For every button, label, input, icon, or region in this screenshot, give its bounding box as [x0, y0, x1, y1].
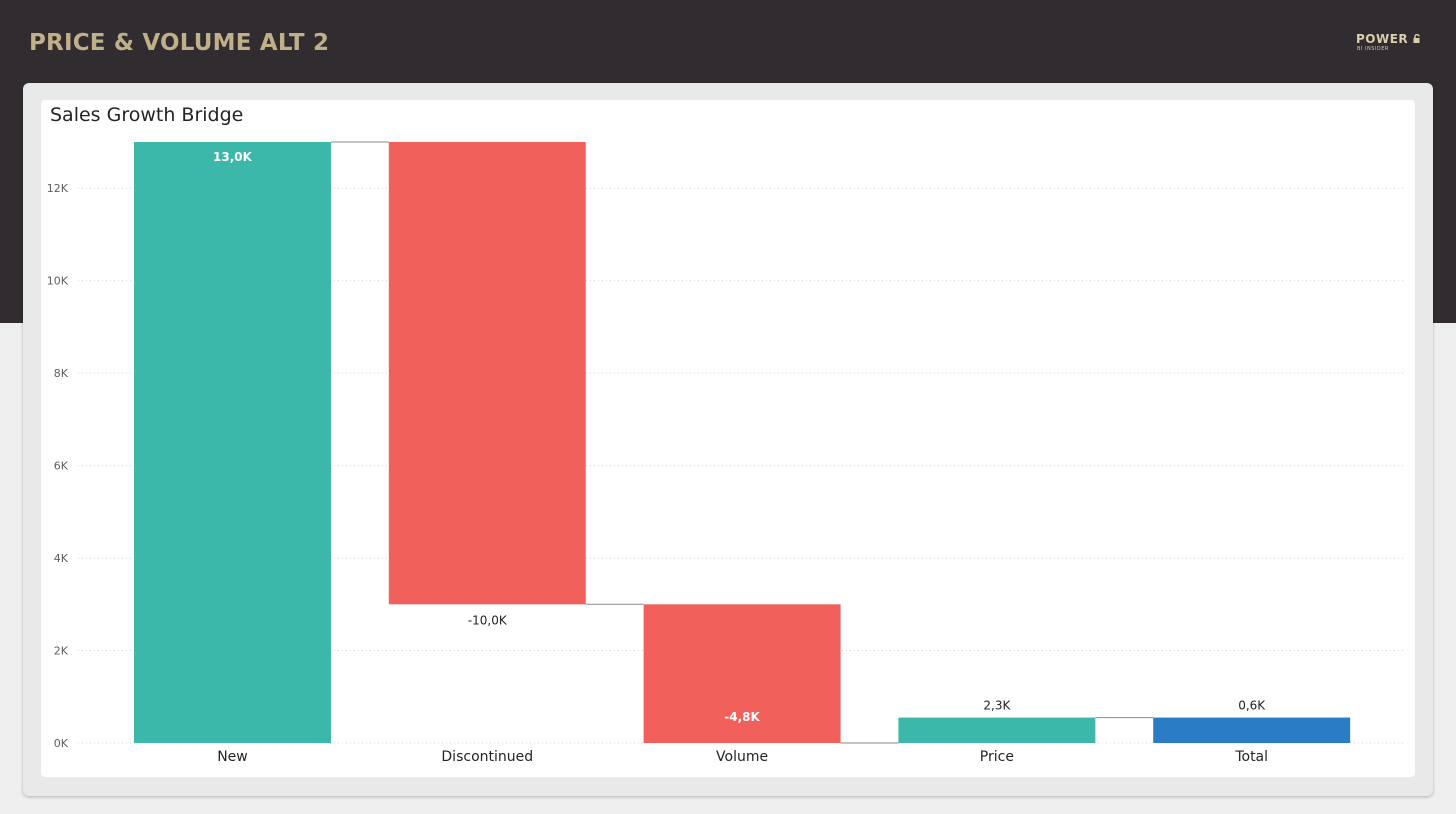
power-bi-insider-logo: POWER BI INSIDER — [1356, 32, 1420, 54]
waterfall-bar[interactable] — [1153, 717, 1351, 743]
logo-text: POWER — [1356, 32, 1409, 46]
y-tick-label: 6K — [54, 460, 69, 473]
x-category-label: New — [217, 749, 248, 765]
y-tick-label: 12K — [47, 182, 69, 195]
x-category-label: Price — [980, 749, 1014, 765]
data-label: -4,8K — [724, 710, 760, 724]
y-tick-label: 8K — [54, 367, 69, 380]
waterfall-bar[interactable] — [388, 142, 586, 605]
x-category-label: Volume — [716, 749, 768, 765]
lock-icon — [1413, 34, 1420, 43]
y-tick-label: 4K — [54, 552, 69, 565]
data-label: -10,0K — [468, 613, 508, 627]
page-title: PRICE & VOLUME ALT 2 — [29, 30, 330, 56]
data-label: 13,0K — [213, 150, 253, 164]
x-category-label: Total — [1234, 749, 1268, 765]
waterfall-bar[interactable] — [898, 717, 1096, 743]
logo-subtext: BI INSIDER — [1357, 46, 1389, 52]
waterfall-bar[interactable] — [643, 604, 841, 743]
data-label: 2,3K — [983, 699, 1011, 713]
x-category-label: Discontinued — [441, 749, 533, 765]
y-tick-label: 10K — [47, 275, 69, 288]
y-tick-label: 0K — [54, 737, 69, 750]
waterfall-bar[interactable] — [134, 142, 331, 743]
visual-title: Sales Growth Bridge — [50, 104, 244, 126]
data-label: 0,6K — [1238, 699, 1266, 713]
y-tick-label: 2K — [54, 645, 69, 658]
